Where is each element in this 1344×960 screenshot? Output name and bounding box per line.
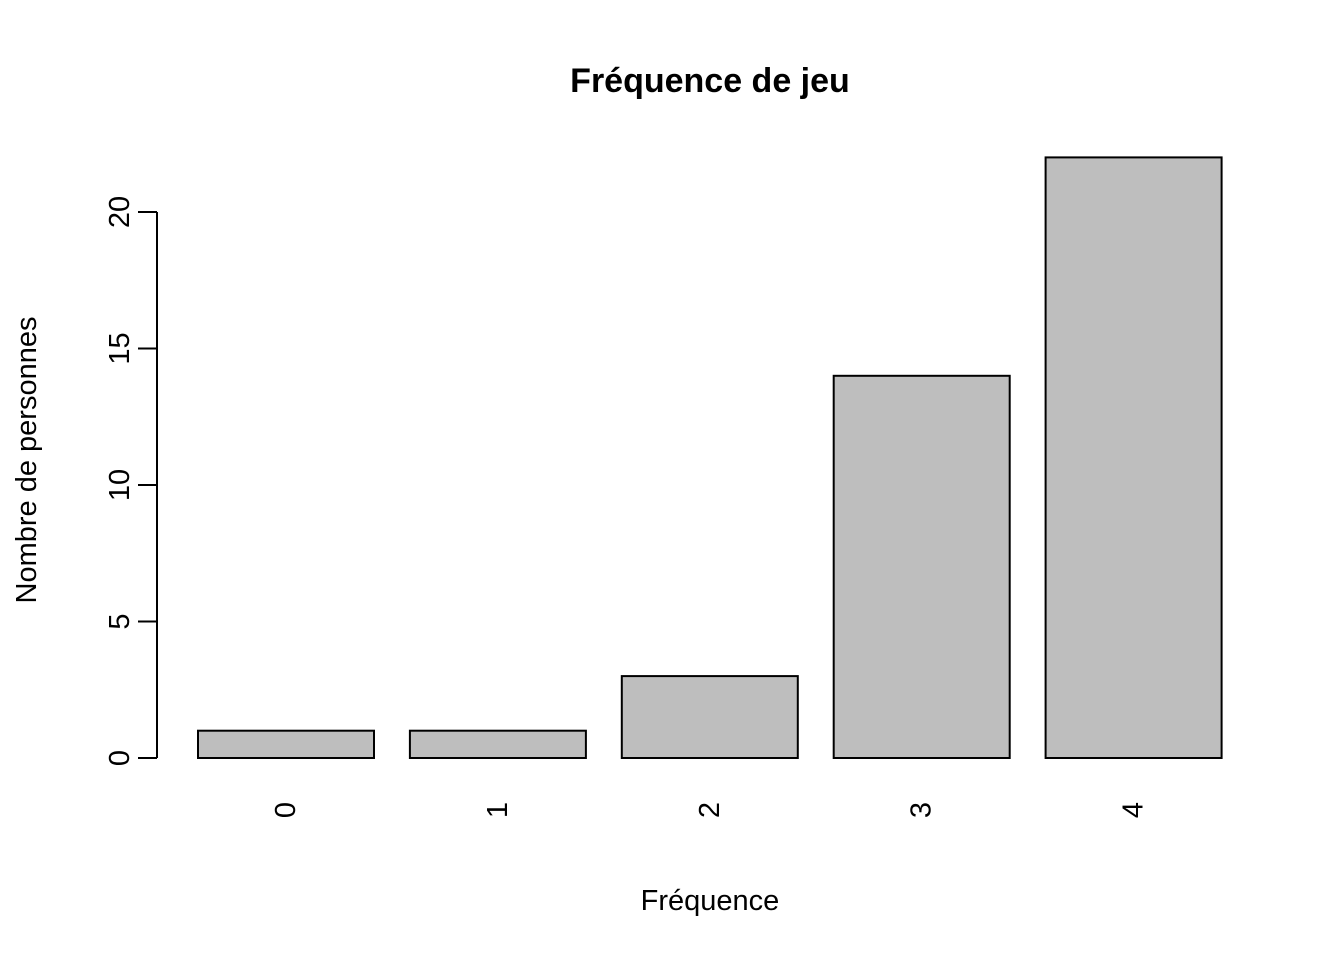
- y-axis: 0 5 10 15 20: [104, 196, 158, 766]
- x-tick-label: 0: [270, 802, 302, 818]
- bar: [1044, 156, 1223, 759]
- chart-title: Fréquence de jeu: [570, 62, 850, 100]
- y-tick-label: 5: [104, 613, 136, 629]
- y-tick-label: 10: [104, 469, 136, 501]
- y-axis-label: Nombre de personnes: [11, 317, 43, 604]
- y-tick-label: 20: [104, 196, 136, 228]
- bar: [197, 729, 375, 760]
- y-tick-label: 15: [104, 332, 136, 364]
- bar: [832, 374, 1011, 759]
- x-tick-label: 4: [1118, 802, 1150, 818]
- x-axis-label: Fréquence: [641, 885, 780, 917]
- bars-group: [197, 156, 1223, 760]
- x-tick-label: 1: [482, 802, 514, 818]
- bar: [620, 675, 799, 759]
- x-tick-label: 3: [906, 802, 938, 818]
- x-tick-label: 2: [694, 802, 726, 818]
- bar: [408, 729, 587, 760]
- x-tick-labels: 0 1 2 3 4: [270, 802, 1150, 818]
- y-tick-label: 0: [104, 750, 136, 766]
